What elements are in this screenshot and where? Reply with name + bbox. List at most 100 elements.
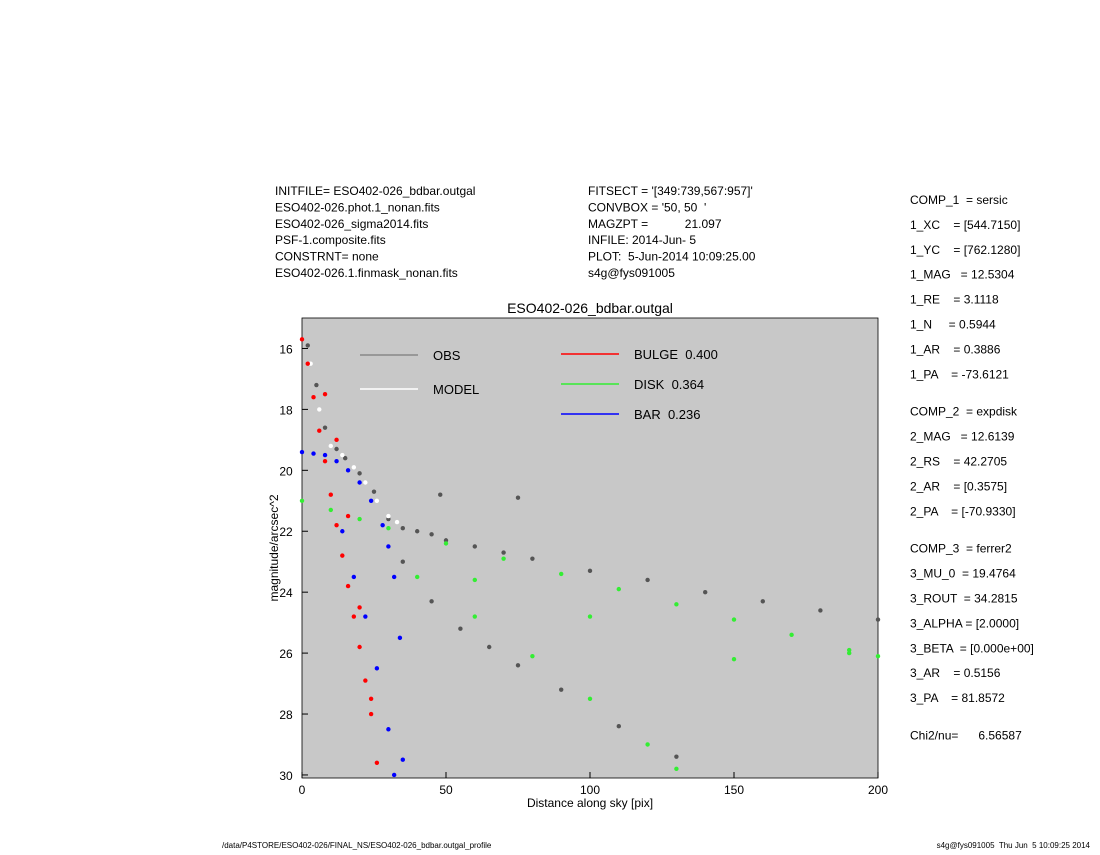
data-point — [299, 498, 305, 503]
data-point — [616, 586, 621, 592]
x-tick-label: 150 — [724, 783, 744, 797]
y-tick-label: 26 — [279, 647, 293, 661]
info-line: MAGZPT = 21.097 — [588, 217, 722, 231]
data-point — [559, 571, 564, 577]
footer-right: s4g@fys091005 Thu Jun 5 10:09:25 2014 — [937, 841, 1091, 850]
data-point — [487, 644, 492, 650]
data-point — [472, 614, 477, 619]
data-point — [530, 653, 535, 659]
data-point — [351, 465, 357, 470]
param-line: 1_RE = 3.1118 — [910, 293, 999, 307]
data-point — [345, 583, 351, 589]
data-point — [299, 449, 305, 455]
info-line: CONSTRNT= none — [275, 250, 379, 264]
x-tick-label: 50 — [439, 783, 453, 797]
data-point — [334, 437, 339, 443]
data-point — [357, 644, 362, 650]
data-point — [363, 678, 368, 683]
data-point — [674, 766, 679, 772]
x-axis-label: Distance along sky [pix] — [527, 796, 653, 810]
data-point — [501, 556, 506, 561]
param-line: 1_AR = 0.3886 — [910, 342, 1001, 356]
data-point — [368, 498, 374, 503]
param-line: 1_N = 0.5944 — [910, 318, 996, 332]
data-point — [818, 608, 823, 613]
info-line: PLOT: 5-Jun-2014 10:09:25.00 — [588, 250, 756, 264]
data-point — [645, 577, 650, 583]
data-point — [357, 480, 362, 485]
data-point — [357, 516, 362, 522]
data-point — [351, 574, 357, 580]
data-point — [357, 605, 362, 610]
info-line: INITFILE= ESO402-026_bdbar.outgal — [275, 184, 475, 198]
info-line: ESO402-026.phot.1_nonan.fits — [275, 200, 440, 214]
data-point — [674, 754, 679, 759]
data-point — [371, 489, 377, 494]
y-tick-label: 30 — [279, 769, 293, 783]
legend-label: OBS — [433, 348, 461, 363]
param-line: 2_MAG = 12.6139 — [910, 430, 1015, 444]
y-tick-label: 24 — [279, 586, 293, 600]
data-point — [328, 492, 333, 497]
data-point — [429, 532, 434, 537]
data-point — [501, 550, 506, 555]
data-point — [400, 559, 405, 564]
param-line: 1_YC = [762.1280] — [910, 243, 1020, 257]
x-tick-label: 200 — [868, 783, 888, 797]
param-line: 3_PA = 81.8572 — [910, 691, 1005, 705]
data-point — [363, 480, 368, 485]
data-point — [674, 602, 679, 607]
data-point — [760, 599, 765, 604]
data-point — [400, 757, 405, 762]
data-point — [351, 614, 357, 619]
data-point — [415, 574, 420, 580]
data-point — [340, 529, 345, 534]
data-point — [386, 516, 391, 522]
param-line: 3_BETA = [0.000e+00] — [910, 641, 1034, 655]
data-point — [345, 468, 351, 473]
info-line: ESO402-026_sigma2014.fits — [275, 217, 428, 231]
data-point — [530, 556, 535, 561]
data-point — [391, 772, 397, 778]
data-point — [334, 522, 339, 528]
param-line: COMP_1 = sersic — [910, 193, 1008, 207]
param-line: 3_AR = 0.5156 — [910, 666, 1001, 680]
data-point — [429, 599, 434, 604]
param-line: Chi2/nu= 6.56587 — [910, 729, 1022, 743]
data-point — [317, 428, 322, 433]
data-point — [322, 391, 328, 397]
y-tick-label: 16 — [279, 342, 293, 356]
param-line: 3_ROUT = 34.2815 — [910, 592, 1018, 606]
data-point — [458, 626, 463, 631]
data-point — [443, 538, 449, 543]
data-point — [731, 656, 737, 662]
data-point — [322, 452, 328, 458]
param-line: 1_XC = [544.7150] — [910, 218, 1020, 232]
data-point — [311, 451, 316, 456]
param-line: 2_AR = [0.3575] — [910, 479, 1007, 493]
footer-left: /data/P4STORE/ESO402-026/FINAL_NS/ESO402… — [222, 841, 492, 850]
data-point — [386, 525, 391, 531]
data-point — [587, 614, 593, 619]
data-point — [875, 617, 881, 622]
data-point — [299, 337, 305, 342]
data-point — [363, 614, 368, 619]
legend-label: BULGE 0.400 — [634, 347, 718, 362]
data-point — [472, 577, 477, 583]
param-line: 1_MAG = 12.5304 — [910, 268, 1015, 282]
data-point — [305, 343, 310, 348]
data-point — [345, 513, 351, 519]
param-line: 3_ALPHA = [2.0000] — [910, 616, 1019, 630]
data-point — [515, 495, 521, 500]
data-point — [328, 507, 333, 513]
data-point — [394, 519, 400, 525]
info-line: ESO402-026.1.finmask_nonan.fits — [275, 266, 458, 280]
legend-label: BAR 0.236 — [634, 407, 701, 422]
y-tick-label: 20 — [279, 464, 293, 478]
data-point — [374, 760, 380, 765]
data-point — [515, 663, 521, 668]
param-line: COMP_3 = ferrer2 — [910, 542, 1012, 556]
data-point — [587, 696, 593, 701]
data-point — [357, 471, 362, 476]
